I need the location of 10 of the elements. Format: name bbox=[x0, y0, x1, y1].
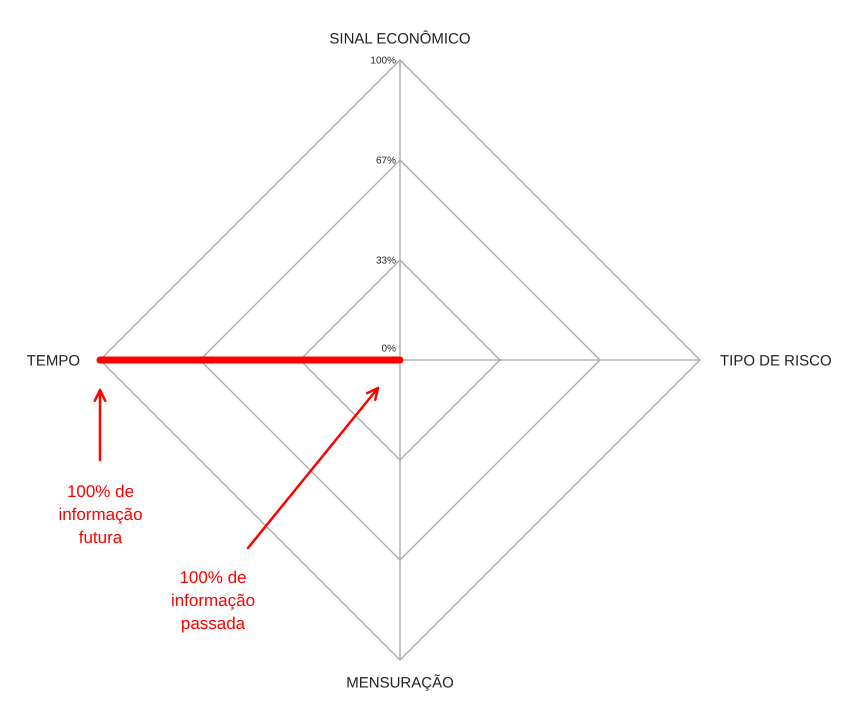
y-tick-label: 67% bbox=[376, 155, 396, 166]
spoke-label: MENSURAÇÃO bbox=[346, 673, 454, 692]
text: 100% de informação futura bbox=[57, 481, 144, 549]
y-tick-label: 0% bbox=[382, 344, 396, 354]
spoke-label: TIPO DE RISCO bbox=[720, 352, 832, 370]
y-tick-label: 100% bbox=[370, 56, 396, 66]
spoke-label: SINAL ECONÔMICO bbox=[329, 29, 471, 48]
y-tick-label: 33% bbox=[376, 256, 396, 267]
spoke-label: TEMPO bbox=[26, 352, 80, 370]
text: 100% de informação passada bbox=[170, 567, 256, 635]
